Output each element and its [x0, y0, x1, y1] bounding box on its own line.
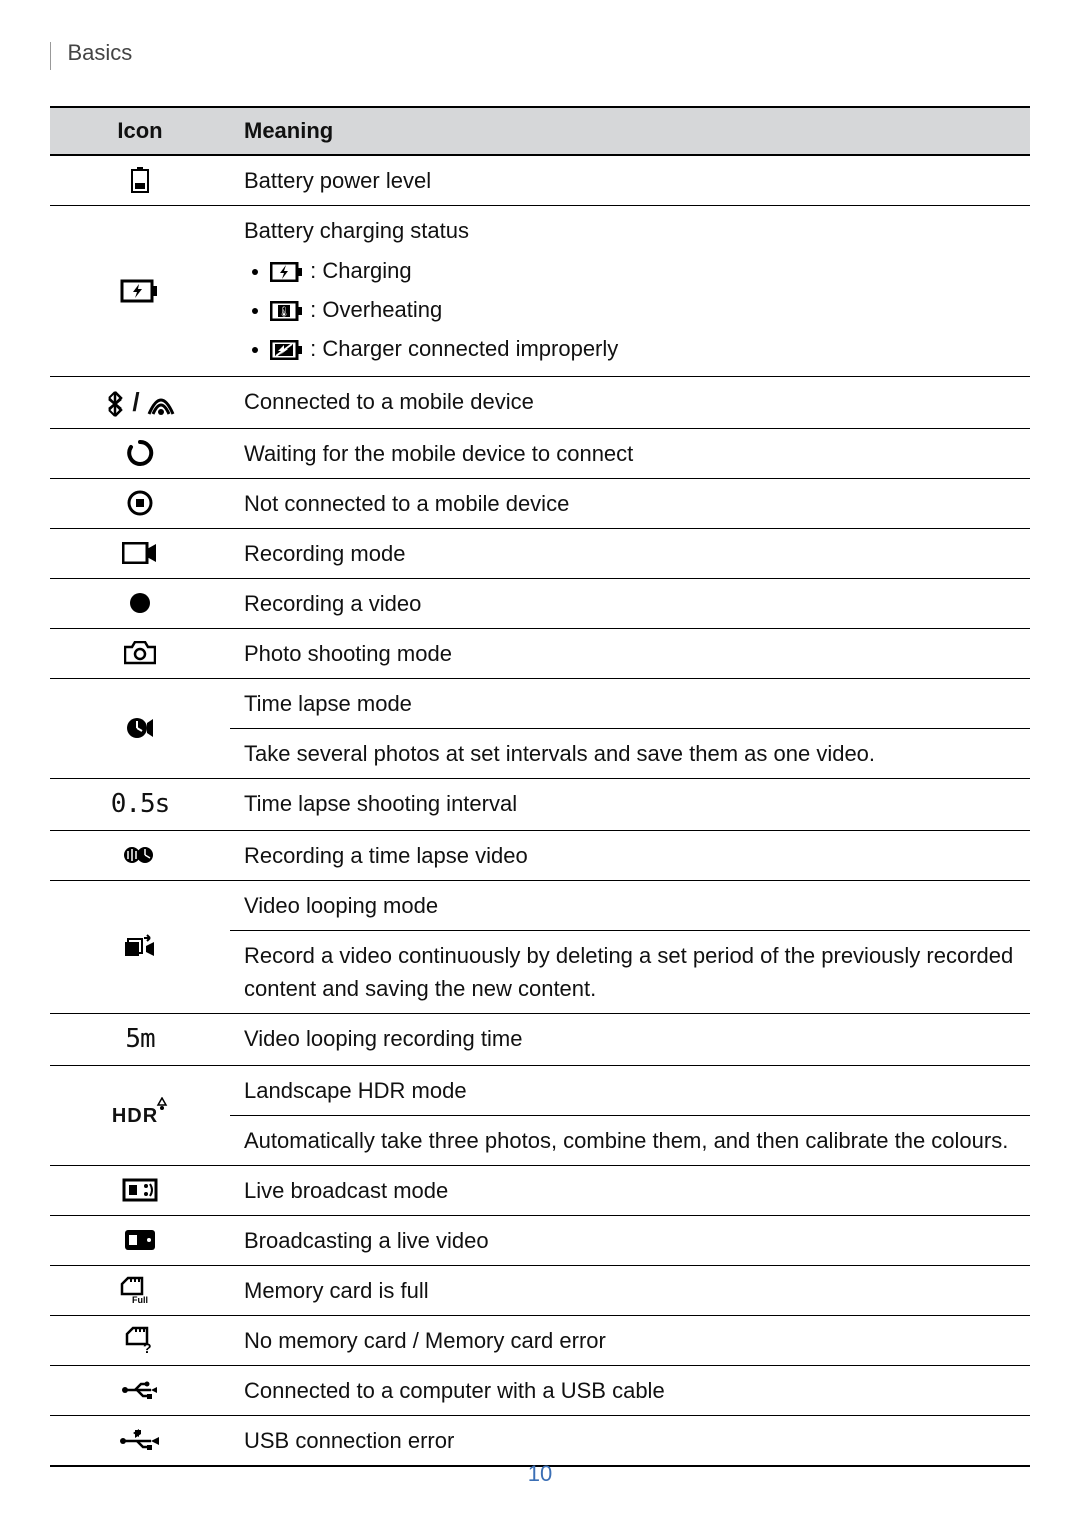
- table-row: Waiting for the mobile device to connect: [50, 428, 1030, 478]
- icon-meaning-table: Icon Meaning Battery power level Battery…: [50, 106, 1030, 1467]
- meaning-text: USB connection error: [230, 1415, 1030, 1466]
- timelapse-mode-icon: [50, 678, 230, 778]
- table-row: Battery power level: [50, 155, 1030, 206]
- not-connected-icon: [50, 478, 230, 528]
- svg-text:?: ?: [143, 1340, 152, 1354]
- recording-video-icon: [50, 578, 230, 628]
- header-icon: Icon: [50, 107, 230, 155]
- svg-text:Full: Full: [132, 1295, 148, 1304]
- meaning-text: Broadcasting a live video: [230, 1215, 1030, 1265]
- broadcasting-icon: [50, 1215, 230, 1265]
- list-item: 🌡 : Overheating: [252, 290, 1016, 329]
- table-row: Time lapse mode: [50, 678, 1030, 728]
- table-row: Recording mode: [50, 528, 1030, 578]
- timelapse-recording-icon: [50, 830, 230, 880]
- meaning-text: Recording a time lapse video: [230, 830, 1030, 880]
- meaning-text: Not connected to a mobile device: [230, 478, 1030, 528]
- meaning-desc: Automatically take three photos, combine…: [230, 1115, 1030, 1165]
- list-item: : Charger connected improperly: [252, 329, 1016, 368]
- meaning-desc: Take several photos at set intervals and…: [230, 728, 1030, 778]
- meaning-text: Time lapse shooting interval: [230, 778, 1030, 830]
- header-sep-line: [50, 42, 51, 70]
- table-row: Photo shooting mode: [50, 628, 1030, 678]
- overheating-sub-icon: 🌡: [270, 297, 304, 322]
- hdr-mode-icon: HDR: [50, 1065, 230, 1165]
- meaning-text: Recording a video: [230, 578, 1030, 628]
- section-title: Basics: [67, 40, 132, 65]
- video-looping-icon: [50, 880, 230, 1013]
- item-text: : Charging: [310, 258, 412, 283]
- timelapse-interval-icon: 0.5s: [50, 778, 230, 830]
- meaning-text: No memory card / Memory card error: [230, 1315, 1030, 1365]
- memory-full-icon: Full: [50, 1265, 230, 1315]
- meaning-text: Battery power level: [230, 155, 1030, 206]
- meaning-text: Video looping recording time: [230, 1013, 1030, 1065]
- table-row: / Connected to a mobile device: [50, 376, 1030, 428]
- meaning-text: Waiting for the mobile device to connect: [230, 428, 1030, 478]
- connected-mobile-icon: /: [50, 376, 230, 428]
- list-item: : Charging: [252, 251, 1016, 290]
- table-row: Connected to a computer with a USB cable: [50, 1365, 1030, 1415]
- meaning-title: Battery charging status: [244, 218, 469, 243]
- header-meaning: Meaning: [230, 107, 1030, 155]
- usb-connected-icon: [50, 1365, 230, 1415]
- meaning-title: Video looping mode: [230, 880, 1030, 930]
- usb-error-icon: [50, 1415, 230, 1466]
- table-row: Broadcasting a live video: [50, 1215, 1030, 1265]
- table-row: 0.5s Time lapse shooting interval: [50, 778, 1030, 830]
- table-row: Live broadcast mode: [50, 1165, 1030, 1215]
- svg-text:🌡: 🌡: [278, 306, 291, 318]
- item-text: : Overheating: [310, 297, 442, 322]
- table-row: Battery charging status : Charging 🌡 : O…: [50, 205, 1030, 376]
- table-row: HDR Landscape HDR mode: [50, 1065, 1030, 1115]
- improper-sub-icon: [270, 336, 304, 361]
- charging-status-meaning: Battery charging status : Charging 🌡 : O…: [230, 205, 1030, 376]
- looping-time-icon: 5m: [50, 1013, 230, 1065]
- page-header: Basics: [50, 40, 1030, 70]
- recording-mode-icon: [50, 528, 230, 578]
- table-row: 5m Video looping recording time: [50, 1013, 1030, 1065]
- item-text: : Charger connected improperly: [310, 336, 618, 361]
- meaning-text: Connected to a mobile device: [230, 376, 1030, 428]
- page-number: 10: [0, 1461, 1080, 1487]
- battery-level-icon: [50, 155, 230, 206]
- meaning-text: Memory card is full: [230, 1265, 1030, 1315]
- icon-sep: /: [125, 387, 147, 417]
- table-row: Not connected to a mobile device: [50, 478, 1030, 528]
- waiting-connect-icon: [50, 428, 230, 478]
- meaning-desc: Record a video continuously by deleting …: [230, 930, 1030, 1013]
- battery-charging-icon: [50, 205, 230, 376]
- table-row: Video looping mode: [50, 880, 1030, 930]
- meaning-title: Landscape HDR mode: [230, 1065, 1030, 1115]
- photo-mode-icon: [50, 628, 230, 678]
- table-row: USB connection error: [50, 1415, 1030, 1466]
- table-row: Recording a video: [50, 578, 1030, 628]
- live-broadcast-icon: [50, 1165, 230, 1215]
- meaning-text: Photo shooting mode: [230, 628, 1030, 678]
- meaning-title: Time lapse mode: [230, 678, 1030, 728]
- meaning-text: Connected to a computer with a USB cable: [230, 1365, 1030, 1415]
- table-header-row: Icon Meaning: [50, 107, 1030, 155]
- memory-error-icon: ?: [50, 1315, 230, 1365]
- table-row: Full Memory card is full: [50, 1265, 1030, 1315]
- meaning-text: Live broadcast mode: [230, 1165, 1030, 1215]
- charging-sub-icon: [270, 258, 304, 283]
- table-row: Recording a time lapse video: [50, 830, 1030, 880]
- table-row: ? No memory card / Memory card error: [50, 1315, 1030, 1365]
- meaning-text: Recording mode: [230, 528, 1030, 578]
